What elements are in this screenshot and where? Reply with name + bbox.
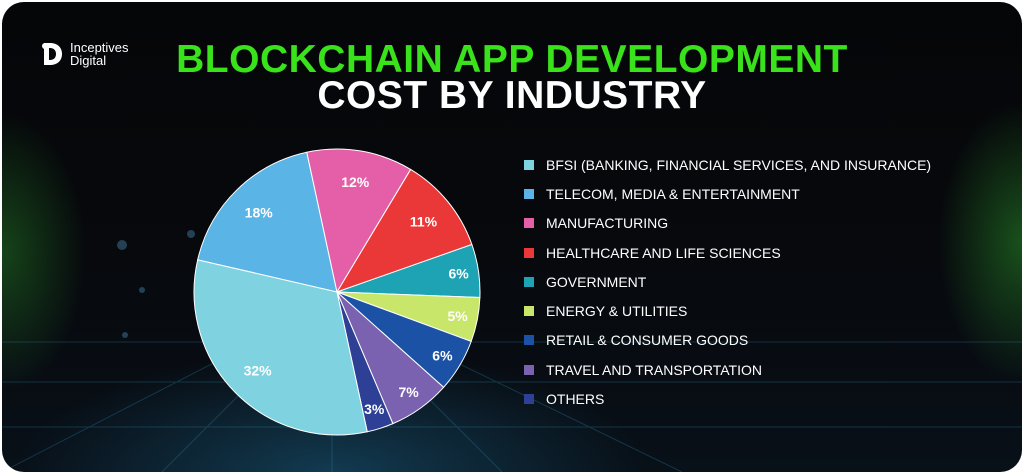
pie-chart: 18% 12% 11% 6% 5% 6% 7% 3% 32% xyxy=(193,148,481,436)
legend-label: TELECOM, MEDIA & ENTERTAINMENT xyxy=(546,185,800,202)
legend-label: HEALTHCARE AND LIFE SCIENCES xyxy=(546,244,781,261)
pie-slice-label: 6% xyxy=(432,347,453,363)
legend-item: GOVERNMENT xyxy=(524,267,931,296)
bokeh-dot xyxy=(122,332,128,338)
logo-icon xyxy=(42,43,62,65)
legend-item: HEALTHCARE AND LIFE SCIENCES xyxy=(524,238,931,267)
brand-name-line2: Digital xyxy=(70,53,107,68)
pie-slice xyxy=(335,168,473,293)
pie-slice xyxy=(193,259,368,436)
legend-label: MANUFACTURING xyxy=(546,215,669,232)
legend-label: TRAVEL AND TRANSPORTATION xyxy=(546,361,763,378)
legend-item: TELECOM, MEDIA & ENTERTAINMENT xyxy=(524,179,931,208)
legend-item: OTHERS xyxy=(524,384,931,413)
legend-swatch xyxy=(524,188,534,199)
pie-slice-label: 7% xyxy=(398,384,419,400)
legend-item: RETAIL & CONSUMER GOODS xyxy=(524,326,931,355)
legend-label: OTHERS xyxy=(546,391,605,408)
brand-name-line1: Inceptives xyxy=(70,40,129,55)
brand-logo: Inceptives Digital xyxy=(40,41,129,67)
legend-label: BFSI (BANKING, FINANCIAL SERVICES, AND I… xyxy=(546,156,932,173)
legend-swatch xyxy=(524,276,534,287)
chart-title-line1: BLOCKCHAIN APP DEVELOPMENT xyxy=(176,38,848,81)
legend-swatch xyxy=(524,394,534,405)
legend-item: MANUFACTURING xyxy=(524,209,931,238)
legend-item: TRAVEL AND TRANSPORTATION xyxy=(524,355,931,384)
pie-slice-label: 5% xyxy=(448,308,469,324)
pie-slice-label: 3% xyxy=(364,401,385,417)
pie-slice xyxy=(306,148,412,294)
bokeh-dot xyxy=(139,287,145,293)
pie-slice-label: 18% xyxy=(245,205,274,221)
legend-label: RETAIL & CONSUMER GOODS xyxy=(546,332,749,349)
pie-slice-label: 11% xyxy=(410,214,438,230)
legend-swatch xyxy=(524,306,534,317)
legend-swatch xyxy=(524,247,534,258)
legend-swatch xyxy=(524,159,534,170)
legend-swatch xyxy=(524,364,534,375)
legend-item: BFSI (BANKING, FINANCIAL SERVICES, AND I… xyxy=(524,150,931,179)
legend-item: ENERGY & UTILITIES xyxy=(524,296,931,325)
chart-legend: BFSI (BANKING, FINANCIAL SERVICES, AND I… xyxy=(524,150,931,414)
legend-swatch xyxy=(524,335,534,346)
legend-label: ENERGY & UTILITIES xyxy=(546,303,688,320)
pie-slice-label: 32% xyxy=(244,362,273,378)
chart-title-line2: COST BY INDUSTRY xyxy=(317,74,707,117)
legend-swatch xyxy=(524,218,534,229)
legend-label: GOVERNMENT xyxy=(546,273,647,290)
bokeh-dot xyxy=(187,230,195,238)
pie-slice-label: 12% xyxy=(341,174,370,190)
pie-slice-label: 6% xyxy=(448,266,469,282)
pie-slice xyxy=(197,151,338,293)
bokeh-dot xyxy=(117,240,127,250)
